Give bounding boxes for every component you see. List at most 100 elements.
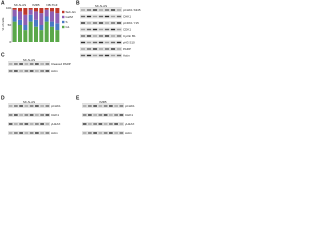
row-label: CHK1 [51,113,59,117]
row-label: Cyclin B1 [123,34,136,38]
band [119,132,124,134]
band [103,105,108,107]
band [19,105,23,107]
legend-swatch [62,20,65,24]
group-label: NB-TGF [46,3,57,7]
band [109,132,113,134]
band [86,15,92,18]
bar-segment [18,11,22,20]
row-label: pCHK1 [125,104,135,108]
band [80,28,86,31]
bar-segment [50,26,54,42]
band [45,123,50,125]
blot-strip [80,27,122,32]
bar-segment [12,21,17,42]
band [14,114,18,116]
row-label: CDK1 [123,27,131,31]
legend-label: S [66,20,68,24]
band [82,132,87,134]
band [114,132,118,134]
band [116,15,122,18]
row-label: γH2AX [51,122,60,126]
band [92,28,98,31]
blot-strip [80,47,122,51]
band [45,114,50,116]
band [8,132,13,134]
band [14,132,18,134]
band [104,48,110,50]
bar-segment [34,8,38,12]
band [98,105,103,107]
panel-letter: D [1,95,5,101]
bar-segment [50,21,54,27]
band [24,63,29,65]
bar-segment [44,9,49,17]
blot-strip [8,104,50,108]
band [45,70,50,72]
band [8,63,13,65]
band [92,22,98,24]
group-label: IMR5 [32,3,39,7]
band [116,54,122,57]
group-label: SK-N-AS [14,3,26,7]
band [29,123,34,125]
bar-segment [50,8,54,12]
bar-segment [39,13,44,25]
bar-segment [55,23,60,31]
band [104,28,110,31]
band [98,48,104,50]
band [14,105,18,107]
legend-label: Sub-G1 [66,10,77,14]
band [80,48,86,50]
band [92,41,98,44]
band [119,123,124,125]
band [8,114,13,116]
band [86,48,92,50]
row-label: CHK1 [125,113,133,117]
band [116,22,122,24]
band [45,105,50,107]
band [82,105,87,107]
blot-strip [80,8,122,12]
band [80,35,86,37]
blot-strip [8,122,50,126]
blot-strip [82,131,124,135]
bar-segment [44,8,49,10]
band [8,105,13,107]
row-label: PARP [123,47,131,51]
band [92,9,98,11]
band [98,132,103,134]
band [35,132,39,134]
band [45,132,50,134]
band [40,114,44,116]
band [40,105,44,107]
band [35,123,39,125]
bar-segment [12,16,17,22]
band [109,105,113,107]
band [86,54,92,57]
band [24,114,29,116]
bar-segment [44,16,49,22]
band [8,123,13,125]
panel-letter: A [1,0,5,6]
band [110,41,116,44]
band [104,54,110,57]
band [14,63,18,65]
band [92,54,98,57]
band [35,70,39,72]
band [116,48,122,50]
legend-label: G1 [66,25,70,29]
bar-segment [34,11,38,20]
band [40,63,44,65]
band [98,35,104,37]
bar-segment [23,14,28,25]
band [98,22,104,24]
row-label: Actin [125,131,132,135]
band [98,41,104,44]
blot-strip [8,113,50,117]
bar-segment [28,8,33,10]
band [82,123,87,125]
blot-header: SK-N-AS [23,58,35,62]
band [80,41,86,44]
